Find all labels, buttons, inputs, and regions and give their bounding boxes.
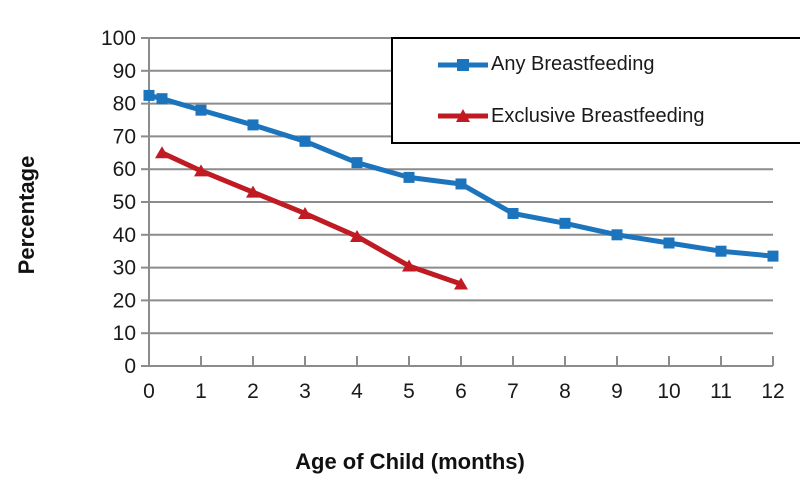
line-triangle-marker-icon bbox=[438, 109, 488, 123]
x-tick-label: 8 bbox=[559, 380, 571, 403]
data-point-marker-any-breastfeeding bbox=[403, 171, 415, 183]
data-point-marker-exclusive-breastfeeding bbox=[246, 185, 260, 198]
series-line-any-breastfeeding bbox=[146, 92, 776, 259]
data-point-marker-exclusive-breastfeeding bbox=[402, 259, 416, 272]
data-point-marker-any-breastfeeding bbox=[715, 245, 727, 257]
data-point-marker-any-breastfeeding bbox=[299, 135, 311, 147]
y-tick-label: 60 bbox=[113, 158, 136, 181]
data-point-marker-any-breastfeeding bbox=[663, 237, 675, 249]
y-tick-label: 20 bbox=[113, 289, 136, 312]
data-point-marker-any-breastfeeding bbox=[195, 104, 207, 116]
x-tick-label: 5 bbox=[403, 380, 415, 403]
x-tick-label: 4 bbox=[351, 380, 363, 403]
data-point-marker-any-breastfeeding bbox=[767, 250, 779, 262]
data-point-marker-exclusive-breastfeeding bbox=[350, 229, 364, 242]
y-tick-label: 80 bbox=[113, 93, 136, 116]
y-tick-label: 30 bbox=[113, 257, 136, 280]
x-tick-label: 9 bbox=[611, 380, 623, 403]
data-point-marker-exclusive-breastfeeding bbox=[155, 146, 169, 159]
x-tick-label: 6 bbox=[455, 380, 467, 403]
legend: Any Breastfeeding Exclusive Breastfeedin… bbox=[391, 37, 800, 144]
data-point-marker-any-breastfeeding bbox=[507, 207, 519, 219]
y-tick-label: 10 bbox=[113, 322, 136, 345]
legend-label-any-breastfeeding: Any Breastfeeding bbox=[491, 53, 655, 76]
data-point-marker-exclusive-breastfeeding bbox=[194, 164, 208, 177]
y-tick-label: 50 bbox=[113, 191, 136, 214]
legend-label-exclusive-breastfeeding: Exclusive Breastfeeding bbox=[491, 104, 705, 127]
y-tick-label: 40 bbox=[113, 224, 136, 247]
data-point-marker-any-breastfeeding bbox=[559, 217, 571, 229]
x-tick-label: 12 bbox=[761, 380, 784, 403]
x-tick-label: 10 bbox=[657, 380, 680, 403]
x-tick-label: 0 bbox=[143, 380, 155, 403]
data-point-marker-exclusive-breastfeeding bbox=[454, 277, 468, 290]
x-tick-label: 2 bbox=[247, 380, 259, 403]
y-tick-label: 100 bbox=[101, 27, 136, 50]
x-tick-label: 7 bbox=[507, 380, 519, 403]
data-point-marker-any-breastfeeding bbox=[611, 229, 623, 241]
data-point-marker-any-breastfeeding bbox=[156, 93, 168, 105]
y-axis-title: Percentage bbox=[14, 155, 39, 275]
y-tick-label: 0 bbox=[124, 355, 136, 378]
legend-item-exclusive-breastfeeding[interactable]: Exclusive Breastfeeding bbox=[437, 105, 800, 128]
data-point-marker-any-breastfeeding bbox=[143, 89, 155, 101]
legend-item-any-breastfeeding[interactable]: Any Breastfeeding bbox=[437, 53, 800, 76]
data-point-marker-exclusive-breastfeeding bbox=[298, 206, 312, 219]
y-tick-label: 90 bbox=[113, 60, 136, 83]
line-square-marker-icon bbox=[438, 58, 488, 71]
y-tick-label: 70 bbox=[113, 125, 136, 148]
x-tick-label: 1 bbox=[195, 380, 207, 403]
data-point-marker-any-breastfeeding bbox=[351, 157, 363, 169]
x-axis-title: Age of Child (months) bbox=[295, 449, 525, 474]
data-point-marker-any-breastfeeding bbox=[455, 178, 467, 190]
x-tick-label: 3 bbox=[299, 380, 311, 403]
x-tick-label: 11 bbox=[710, 380, 732, 403]
data-point-marker-any-breastfeeding bbox=[247, 119, 259, 131]
